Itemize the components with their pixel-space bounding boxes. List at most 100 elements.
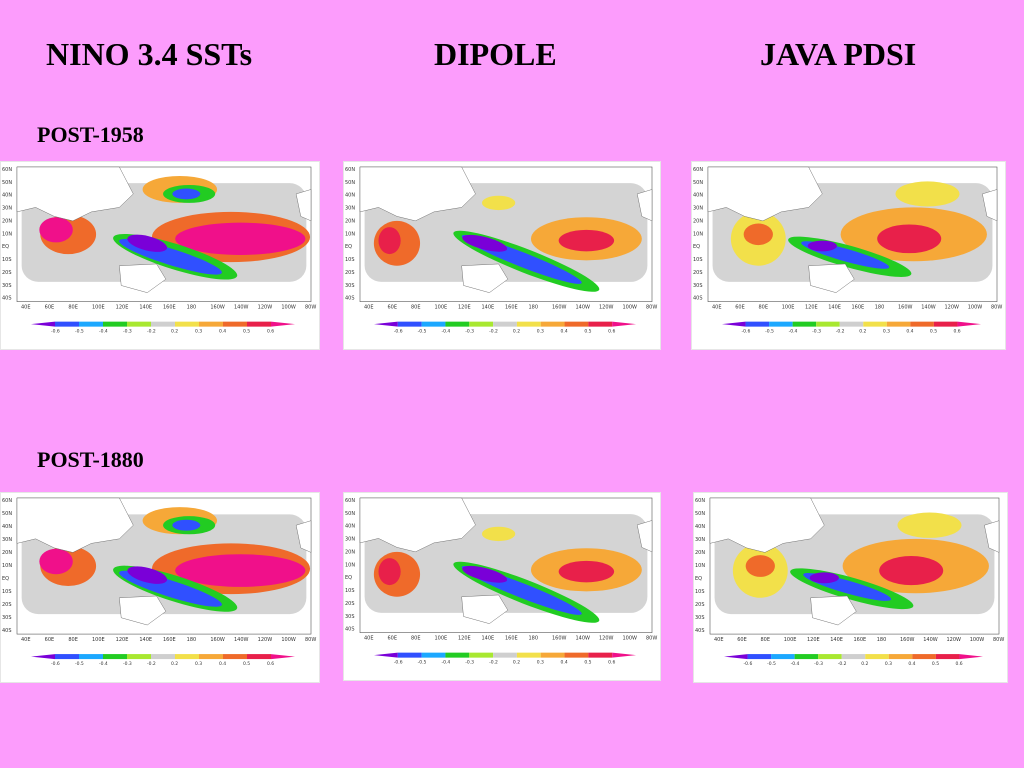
colorbar-swatch [127, 654, 151, 660]
lat-label: 60N [695, 498, 705, 504]
lon-label: 180 [875, 305, 885, 311]
lon-label: 180 [877, 637, 887, 643]
colorbar-label: 0.4 [906, 329, 913, 335]
lon-label: 120E [116, 305, 129, 311]
lat-label: 30N [693, 206, 703, 212]
colorbar-label: 0.5 [584, 329, 591, 335]
anomaly-warm [175, 222, 306, 255]
colorbar-label: 0.2 [859, 329, 866, 335]
lon-label: 100W [623, 305, 638, 311]
lon-label: 100W [970, 637, 985, 643]
colorbar-label: -0.5 [75, 329, 84, 335]
anomaly-cool [462, 565, 508, 583]
colorbar-swatch [151, 321, 175, 327]
lat-label: 30N [2, 206, 12, 212]
lat-label: 10S [2, 589, 12, 595]
map-figure: 60N 50N 40N 30N 20N 10N EQ 10S 20S 30S 40S 40E 60E 80… [345, 166, 657, 335]
colorbar-label: 0.3 [883, 329, 890, 335]
colorbar-swatch [493, 652, 517, 658]
colorbar-label: 0.6 [608, 329, 615, 335]
lon-label: 160E [505, 636, 518, 642]
lon-label: 80E [68, 637, 78, 643]
lon-label: 100E [435, 305, 448, 311]
lat-label: 10N [695, 563, 705, 569]
lon-label: 140W [234, 305, 249, 311]
colorbar-swatch [588, 652, 613, 658]
lat-label: 30N [2, 537, 12, 543]
colorbar-swatch [247, 654, 271, 660]
lat-label: 30S [2, 615, 12, 621]
colorbar-label: -0.4 [789, 329, 798, 335]
lon-label: 120W [258, 637, 273, 643]
lon-label: 180 [529, 305, 539, 311]
lat-label: 30S [693, 283, 703, 289]
lat-label: 50N [695, 511, 705, 517]
lat-label: 30N [695, 537, 705, 543]
lat-label: 30S [345, 283, 355, 289]
map-figure: 60N 50N 40N 30N 20N 10N EQ 10S 20S 30S 40S 40E 60E 80… [2, 166, 316, 335]
anomaly-warm [481, 526, 516, 542]
colorbar-swatch [271, 321, 295, 327]
colorbar-swatch [247, 321, 271, 327]
lat-label: 40S [345, 296, 355, 302]
colorbar-label: -0.3 [812, 329, 821, 335]
col-title-nino: NINO 3.4 SSTs [46, 36, 253, 72]
lon-label: 80W [991, 305, 1002, 311]
colorbar-label: 0.3 [195, 661, 202, 667]
colorbar-swatch [745, 321, 770, 327]
lat-label: 10N [345, 562, 355, 568]
colorbar-label: -0.2 [147, 329, 156, 335]
lon-label: 80E [68, 305, 78, 311]
colorbar-label: -0.3 [465, 660, 474, 666]
colorbar-swatch [469, 652, 494, 658]
colorbar-swatch [127, 321, 151, 327]
colorbar-label: -0.4 [99, 661, 108, 667]
land-australia [461, 594, 509, 624]
colorbar-label: -0.4 [791, 661, 800, 667]
colorbar-swatch [564, 652, 589, 658]
colorbar-swatch [722, 321, 746, 327]
colorbar-swatch [445, 652, 470, 658]
anomaly-warm [745, 555, 775, 577]
lat-label: 40S [2, 296, 12, 302]
lon-label: 160W [898, 305, 913, 311]
lat-label: 60N [2, 167, 12, 173]
lon-label: 140W [576, 636, 591, 642]
lat-label: 40S [345, 627, 355, 633]
anomaly-warm [897, 512, 962, 538]
lon-label: 140W [921, 305, 936, 311]
lon-label: 120W [599, 636, 614, 642]
lat-label: EQ [695, 576, 702, 582]
lat-label: EQ [693, 244, 700, 250]
land-australia [119, 595, 167, 626]
lon-label: 100W [281, 305, 296, 311]
colorbar-label: -0.3 [465, 329, 474, 335]
lon-label: 160W [210, 637, 225, 643]
colorbar-swatch [839, 321, 864, 327]
lon-label: 80W [305, 637, 316, 643]
map-figure: 60N 50N 40N 30N 20N 10N EQ 10S 20S 30S 40S 40E 60E 80… [693, 166, 1002, 335]
colorbar-swatch [794, 654, 819, 660]
colorbar-label: 0.5 [930, 329, 937, 335]
lat-label: 30S [2, 283, 12, 289]
lon-label: 100W [281, 637, 296, 643]
lon-label: 40E [364, 305, 374, 311]
lon-label: 160W [210, 305, 225, 311]
lon-label: 140E [830, 637, 843, 643]
lat-label: 40S [695, 628, 705, 634]
colorbar-label: -0.2 [489, 329, 498, 335]
colorbar-label: 0.6 [955, 661, 962, 667]
colorbar-swatch [747, 654, 772, 660]
land-asia [709, 497, 825, 553]
lat-label: 10S [695, 589, 705, 595]
lon-label: 100E [435, 636, 448, 642]
lat-label: 20N [2, 550, 12, 556]
colorbar-swatch [588, 321, 613, 327]
land-americas [636, 520, 653, 553]
anomaly-cool [809, 572, 839, 584]
lon-label: 40E [364, 636, 374, 642]
colorbar-swatch [865, 654, 889, 660]
lat-label: 60N [693, 167, 703, 173]
lon-label: 80E [411, 636, 421, 642]
colorbar-swatch [516, 652, 541, 658]
